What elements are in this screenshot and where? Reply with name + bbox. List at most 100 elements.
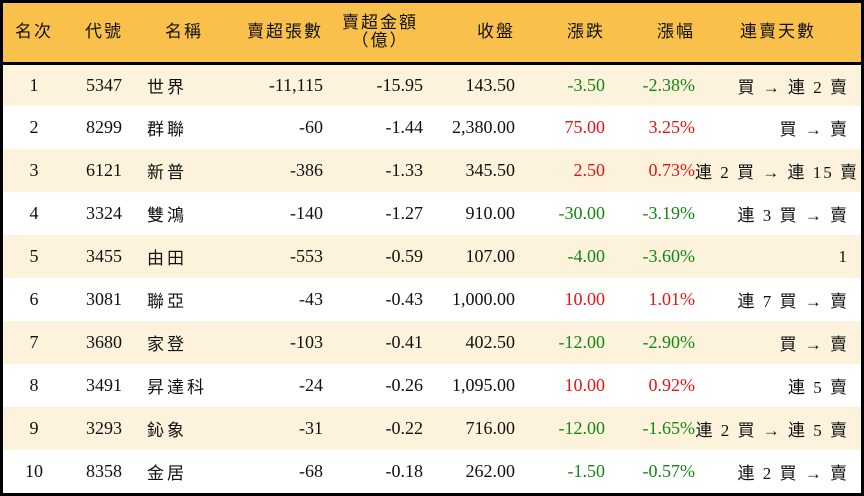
cell-code: 8358 xyxy=(86,461,122,481)
cell-net-sell-amount: -0.22 xyxy=(385,418,424,438)
cell-net-sell-lots: -386 xyxy=(290,160,323,180)
cell-name: 聯亞 xyxy=(147,292,187,311)
cell-close: 402.50 xyxy=(465,332,516,352)
cell-rank: 5 xyxy=(29,246,39,266)
cell-close: 1,095.00 xyxy=(452,375,515,395)
cell-streak: 連 2 買 → 連 15 賣 xyxy=(695,163,859,182)
cell-code: 3081 xyxy=(86,289,122,309)
table-row: 5 3455 由田 -553 -0.59 107.00 -4.00 -3.60%… xyxy=(3,235,861,278)
cell-net-sell-lots: -68 xyxy=(299,461,323,481)
cell-streak: 買 → 連 2 賣 xyxy=(737,77,849,97)
cell-rank: 7 xyxy=(29,332,39,352)
cell-net-sell-amount: -0.59 xyxy=(385,246,424,266)
cell-close: 716.00 xyxy=(465,418,516,438)
cell-close: 143.50 xyxy=(465,74,516,95)
cell-code: 8299 xyxy=(86,117,122,137)
header-name: 名稱 xyxy=(165,22,203,42)
cell-change: 75.00 xyxy=(564,117,606,137)
cell-close: 345.50 xyxy=(465,160,516,180)
table-row: 10 8358 金居 -68 -0.18 262.00 -1.50 -0.57%… xyxy=(3,450,861,493)
cell-change-pct: -1.65% xyxy=(642,418,696,438)
cell-net-sell-lots: -11,115 xyxy=(268,74,323,95)
cell-code: 6121 xyxy=(86,160,122,180)
header-close: 收盤 xyxy=(477,22,515,42)
table-row: 7 3680 家登 -103 -0.41 402.50 -12.00 -2.90… xyxy=(3,321,861,364)
cell-code: 3293 xyxy=(86,418,122,438)
cell-close: 107.00 xyxy=(465,246,516,266)
cell-net-sell-amount: -1.27 xyxy=(385,203,424,223)
cell-net-sell-amount: -0.41 xyxy=(385,332,424,352)
cell-net-sell-lots: -60 xyxy=(299,117,323,137)
cell-net-sell-lots: -140 xyxy=(290,203,323,223)
cell-change-pct: 0.92% xyxy=(648,375,696,395)
cell-rank: 3 xyxy=(29,160,39,180)
table-row: 2 8299 群聯 -60 -1.44 2,380.00 75.00 3.25%… xyxy=(3,106,861,149)
cell-change-pct: -2.38% xyxy=(642,74,696,95)
cell-streak: 連 2 買 → 賣 xyxy=(737,464,849,483)
cell-net-sell-amount: -15.95 xyxy=(376,74,424,95)
cell-close: 1,000.00 xyxy=(452,289,515,309)
cell-change-pct: -0.57% xyxy=(642,461,696,481)
cell-streak: 買 → 賣 xyxy=(779,335,849,354)
header-net-sell-amount: 賣超金額 （億） xyxy=(323,3,423,63)
cell-change-pct: -3.60% xyxy=(642,246,696,266)
cell-change: -12.00 xyxy=(558,418,606,438)
cell-close: 2,380.00 xyxy=(452,117,515,137)
table-row: 4 3324 雙鴻 -140 -1.27 910.00 -30.00 -3.19… xyxy=(3,192,861,235)
cell-net-sell-amount: -0.18 xyxy=(385,461,424,481)
cell-net-sell-lots: -553 xyxy=(290,246,323,266)
cell-name: 鈊象 xyxy=(147,421,187,440)
cell-change: 2.50 xyxy=(573,160,606,180)
cell-streak: 買 → 賣 xyxy=(779,120,849,139)
cell-close: 262.00 xyxy=(465,461,516,481)
cell-rank: 2 xyxy=(29,117,39,137)
cell-rank: 6 xyxy=(29,289,39,309)
cell-name: 新普 xyxy=(147,163,187,182)
header-net-sell-lots: 賣超張數 xyxy=(247,22,323,42)
cell-rank: 1 xyxy=(29,74,39,95)
table-row: 1 5347 世界 -11,115 -15.95 143.50 -3.50 -2… xyxy=(3,63,861,106)
cell-name: 昇達科 xyxy=(147,378,207,397)
cell-net-sell-lots: -103 xyxy=(290,332,323,352)
cell-name: 金居 xyxy=(147,464,187,483)
header-change: 漲跌 xyxy=(567,22,605,42)
table-row: 3 6121 新普 -386 -1.33 345.50 2.50 0.73% 連… xyxy=(3,149,861,192)
cell-net-sell-lots: -43 xyxy=(299,289,323,309)
cell-rank: 10 xyxy=(25,461,43,481)
cell-code: 3324 xyxy=(86,203,122,223)
table-row: 6 3081 聯亞 -43 -0.43 1,000.00 10.00 1.01%… xyxy=(3,278,861,321)
table-row: 9 3293 鈊象 -31 -0.22 716.00 -12.00 -1.65%… xyxy=(3,407,861,450)
cell-code: 3491 xyxy=(86,375,122,395)
cell-code: 3680 xyxy=(86,332,122,352)
header-code: 代號 xyxy=(85,22,123,42)
cell-streak: 1 xyxy=(838,246,849,266)
cell-code: 5347 xyxy=(86,74,122,95)
cell-code: 3455 xyxy=(86,246,122,266)
table-header-row: 名次 代號 名稱 賣超張數 賣超金額 （億） 收盤 漲跌 漲幅 連賣天數 xyxy=(3,3,861,63)
cell-change: 10.00 xyxy=(564,289,606,309)
cell-net-sell-lots: -24 xyxy=(299,375,323,395)
cell-change: 10.00 xyxy=(564,375,606,395)
cell-rank: 9 xyxy=(29,418,39,438)
cell-name: 家登 xyxy=(147,335,187,354)
cell-change-pct: 0.73% xyxy=(648,160,696,180)
cell-streak: 連 5 賣 xyxy=(788,378,849,397)
cell-change: -4.00 xyxy=(567,246,606,266)
table-row: 8 3491 昇達科 -24 -0.26 1,095.00 10.00 0.92… xyxy=(3,364,861,407)
header-streak: 連賣天數 xyxy=(740,22,816,42)
cell-streak: 連 7 買 → 賣 xyxy=(737,292,849,311)
cell-change-pct: -3.19% xyxy=(642,203,696,223)
cell-net-sell-amount: -0.26 xyxy=(385,375,424,395)
cell-net-sell-amount: -1.33 xyxy=(385,160,424,180)
cell-change-pct: 1.01% xyxy=(648,289,696,309)
cell-close: 910.00 xyxy=(465,203,516,223)
cell-name: 由田 xyxy=(147,249,187,268)
cell-net-sell-lots: -31 xyxy=(299,418,323,438)
header-net-sell-amount-line1: 賣超金額 xyxy=(342,13,418,33)
cell-rank: 4 xyxy=(29,203,39,223)
cell-net-sell-amount: -1.44 xyxy=(385,117,424,137)
header-net-sell-amount-line2: （億） xyxy=(351,31,409,51)
cell-streak: 連 3 買 → 賣 xyxy=(737,206,849,225)
cell-streak: 連 2 買 → 連 5 賣 xyxy=(695,421,849,440)
